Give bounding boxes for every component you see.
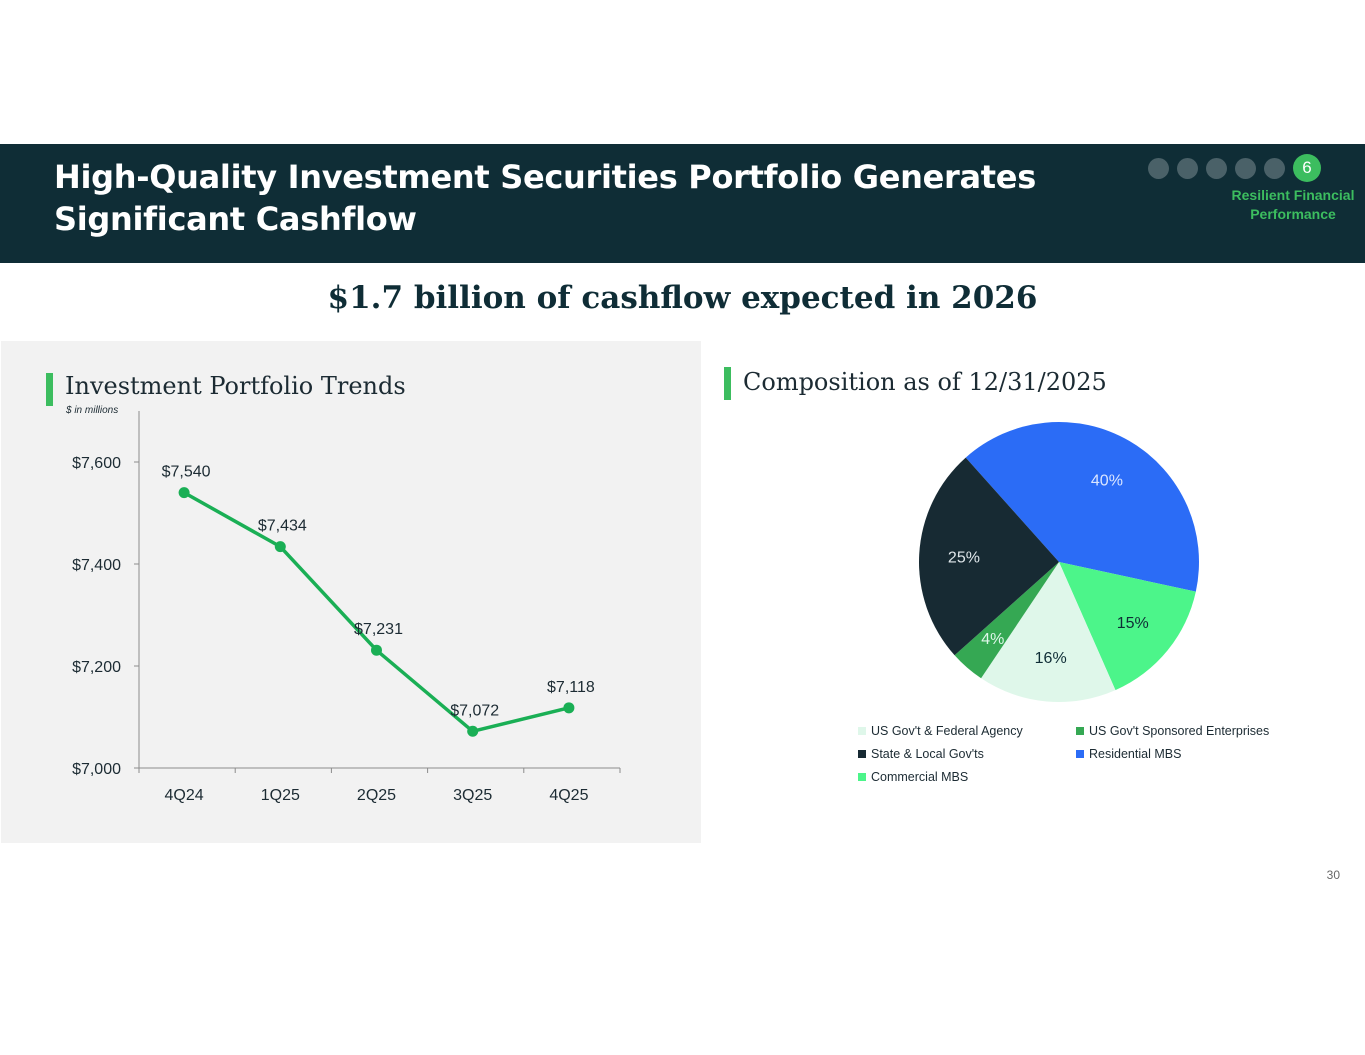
data-label: $7,434 [258,518,307,535]
page-title-line-1: High-Quality Investment Securities Portf… [54,158,1036,196]
pie-slice [954,562,1059,679]
pie-chart: 40% 15% 16% 4% 25% [919,422,1199,702]
data-label: $7,540 [162,464,211,481]
headline: $1.7 billion of cashflow expected in 202… [327,280,1038,316]
pie-slice-label: 4% [981,631,1004,648]
pie-slice-label: 25% [948,550,980,567]
x-tick-label: 3Q25 [453,787,492,804]
right-panel-accent-bar [724,367,731,400]
pie-chart-title: Composition as of 12/31/2025 [743,368,1107,396]
x-tick-label: 4Q24 [165,787,204,804]
legend-label: US Gov't Sponsored Enterprises [1089,724,1270,738]
x-tick-label: 2Q25 [357,787,396,804]
data-label: $7,072 [450,702,499,719]
legend-swatch [858,727,866,735]
legend-label: State & Local Gov'ts [871,747,984,761]
progress-dot-active: 6 [1293,154,1321,182]
pie-slice-label: 15% [1117,615,1149,632]
legend-item: Residential MBS [1076,747,1296,761]
pie-slice [981,562,1116,702]
pie-slice [1059,562,1196,691]
progress-dot [1264,157,1285,179]
data-label: $7,118 [547,679,595,696]
section-label: Resilient Financial Performance [1225,186,1361,224]
legend-item: US Gov't Sponsored Enterprises [1076,724,1296,738]
y-tick-label: $7,000 [72,761,121,778]
x-tick-label: 4Q25 [549,787,588,804]
page-title-line-2: Significant Cashflow [54,200,417,238]
pie-slice [919,457,1059,656]
left-panel-accent-bar [46,373,53,406]
data-point [563,702,575,714]
legend-swatch [858,773,866,781]
progress-dot [1148,157,1169,179]
legend-item: State & Local Gov'ts [858,747,1076,761]
progress-dot [1235,157,1256,179]
data-point [178,487,190,499]
legend-swatch [1076,727,1084,735]
data-point [371,644,382,656]
data-label: $7,231 [354,621,403,638]
data-point [274,541,286,553]
page-title: High-Quality Investment Securities Portf… [54,156,1054,240]
y-tick-label: $7,600 [72,455,121,472]
series-line [183,491,570,734]
progress-dot [1177,157,1198,179]
pie-slice-label: 40% [1091,473,1123,490]
section-progress: 6 [1148,154,1321,182]
pie-slice [965,422,1199,592]
progress-dot [1206,157,1227,179]
legend-item: Commercial MBS [858,770,1076,784]
section-label-line-2: Performance [1250,206,1336,222]
units-note: $ in millions [66,405,119,416]
legend-label: US Gov't & Federal Agency [871,724,1023,738]
x-tick-label: 1Q25 [261,787,300,804]
legend-label: Residential MBS [1089,747,1182,761]
header-band [0,144,1365,263]
left-panel [1,341,701,843]
section-label-line-1: Resilient Financial [1231,187,1355,203]
legend-swatch [1076,750,1084,758]
pie-legend: US Gov't & Federal Agency US Gov't Sponso… [858,724,1298,784]
pie-slice-label: 16% [1035,650,1067,667]
data-point [467,725,479,737]
legend-swatch [858,750,866,758]
y-tick-label: $7,400 [72,557,121,574]
line-chart: $7,000 $7,200 $7,400 $7,600 4Q24 1Q25 2Q25 3Q25… [72,411,621,804]
page-number: 30 [1326,868,1340,882]
legend-item: US Gov't & Federal Agency [858,724,1076,738]
line-chart-title: Investment Portfolio Trends [65,372,406,400]
y-tick-label: $7,200 [72,659,121,676]
legend-label: Commercial MBS [871,770,969,784]
